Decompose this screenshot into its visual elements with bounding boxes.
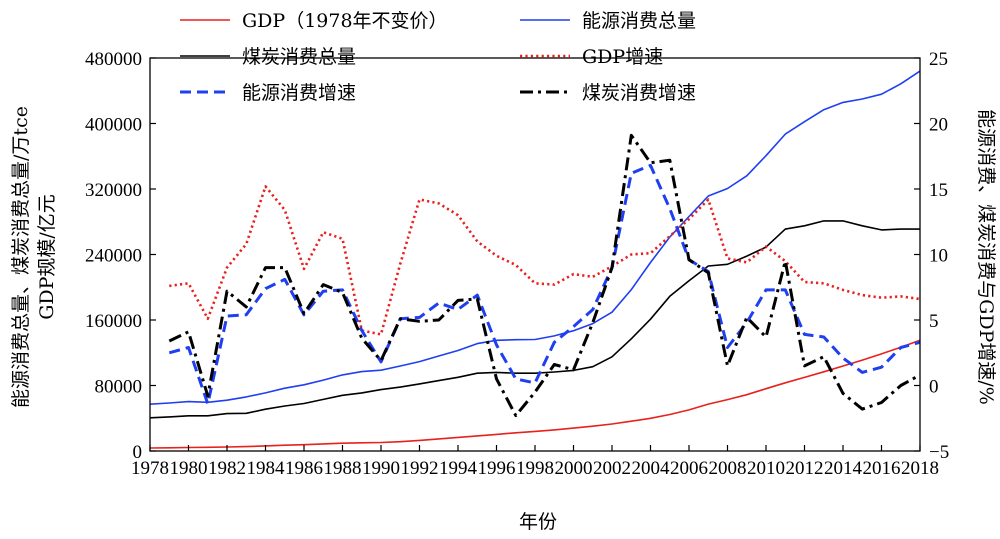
y-left-tick-label: 320000 — [85, 180, 142, 201]
x-tick-label: 1998 — [516, 458, 554, 479]
y-left-tick-label: 400000 — [85, 115, 142, 136]
x-tick-label: 1992 — [401, 458, 439, 479]
x-tick-label: 2002 — [593, 458, 631, 479]
series-line-3 — [169, 185, 921, 336]
y-left-tick-label: 480000 — [85, 49, 142, 70]
x-tick-label: 2012 — [786, 458, 824, 479]
y-left-tick-label: 80000 — [95, 377, 143, 398]
x-tick-label: 2000 — [555, 458, 593, 479]
series-line-0 — [149, 339, 921, 449]
x-tick-label: 2008 — [709, 458, 747, 479]
series-line-1 — [149, 70, 921, 405]
x-tick-label: 1988 — [324, 458, 362, 479]
legend-label: GDP（1978年不变价） — [242, 10, 448, 32]
y-right-tick-label: 20 — [929, 115, 948, 136]
x-tick-label: 1990 — [362, 458, 400, 479]
y-right-tick-label: 5 — [929, 311, 939, 332]
left-axis-title-line2: GDP规模/亿元 — [36, 194, 58, 320]
plot-lines — [149, 70, 921, 449]
plot-frame — [149, 57, 921, 452]
series-line-5 — [168, 133, 921, 418]
x-tick-label: 2006 — [670, 458, 708, 479]
x-tick-label: 1996 — [478, 458, 516, 479]
series-line-4 — [168, 163, 921, 406]
x-tick-label: 1980 — [170, 458, 208, 479]
axes: 1978 1980 1982 1984 1986 1988 1990 1992 1994 1996… — [85, 49, 949, 479]
legend-label: 能源消费总量 — [582, 10, 696, 32]
y-left-tick-label: 240000 — [85, 246, 142, 267]
y-left-tick-label: 0 — [133, 442, 143, 463]
legend-label: 能源消费增速 — [242, 82, 356, 104]
x-tick-label: 2016 — [863, 458, 901, 479]
x-tick-label: 1994 — [439, 458, 478, 479]
y-right-tick-label: 25 — [929, 49, 948, 70]
x-tick-label: 2014 — [824, 458, 863, 479]
left-axis-title-line1: 能源消费总量、煤炭消费总量/万tce — [10, 106, 32, 408]
x-tick-label: 2004 — [632, 458, 671, 479]
y-right-tick-label: −5 — [929, 442, 949, 463]
x-tick-label: 1986 — [285, 458, 323, 479]
legend-label: 煤炭消费增速 — [582, 82, 696, 104]
legend-label: GDP增速 — [582, 46, 663, 68]
x-axis-title: 年份 — [519, 511, 557, 533]
x-tick-label: 1978 — [131, 458, 169, 479]
x-tick-label: 2010 — [747, 458, 785, 479]
y-left-tick-label: 160000 — [85, 311, 142, 332]
y-right-tick-label: 10 — [929, 246, 948, 267]
x-tick-label: 1982 — [208, 458, 246, 479]
series-line-2 — [149, 220, 920, 419]
y-right-tick-label: 0 — [929, 377, 939, 398]
x-tick-label: 1984 — [247, 458, 286, 479]
right-axis-title: 能源消费、煤炭消费与GDP增速/% — [975, 109, 997, 405]
x-tick-label: 2018 — [901, 458, 939, 479]
y-right-tick-label: 15 — [929, 180, 948, 201]
legend-label: 煤炭消费总量 — [242, 46, 356, 68]
